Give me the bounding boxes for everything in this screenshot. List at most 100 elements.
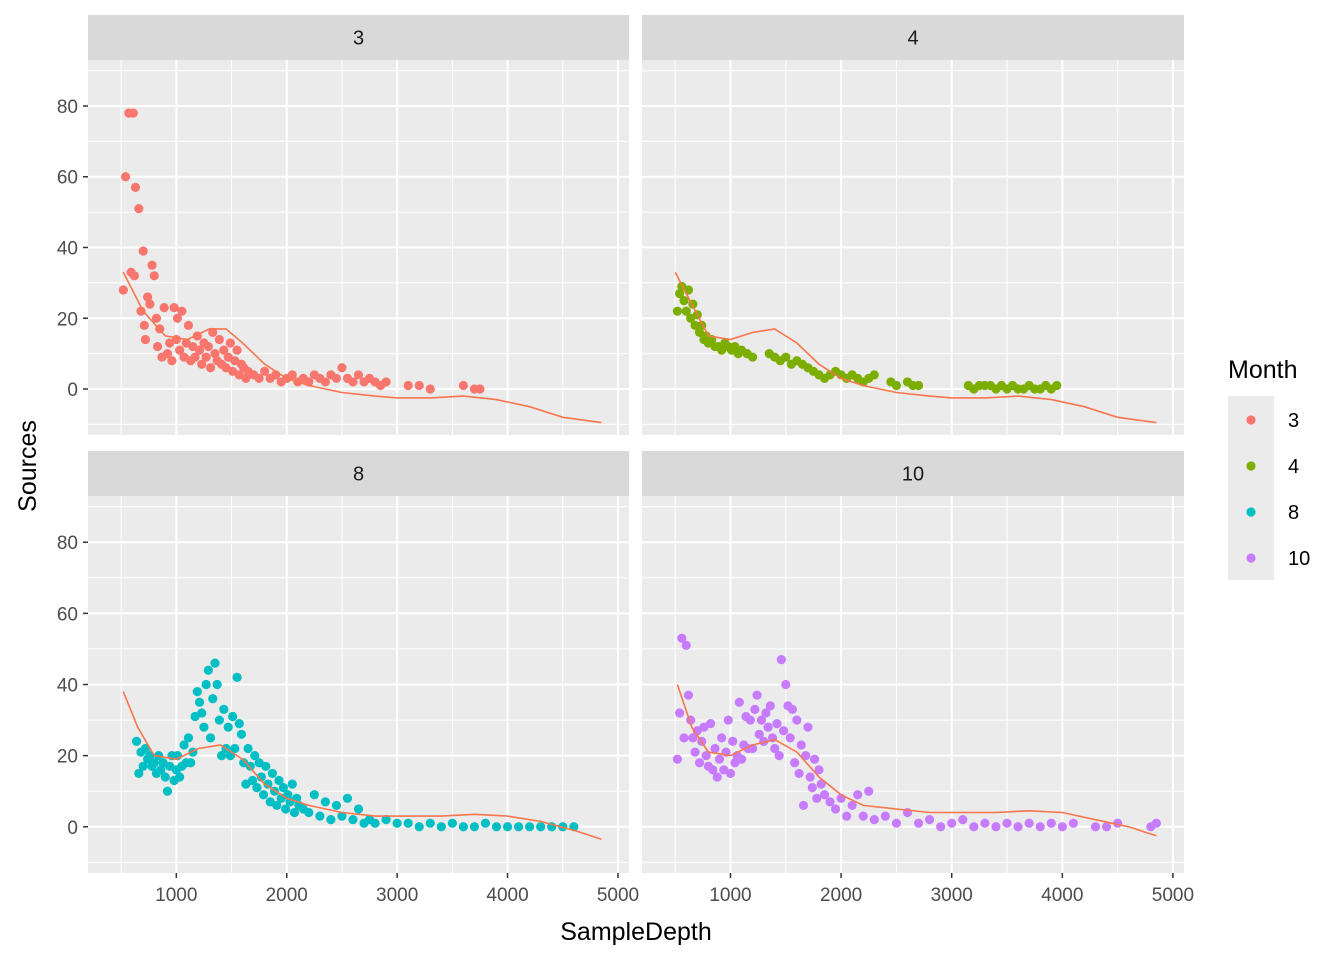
data-point xyxy=(128,108,138,118)
data-point xyxy=(241,373,251,383)
data-point xyxy=(869,815,879,825)
legend-title: Month xyxy=(1228,356,1297,384)
data-point xyxy=(924,815,935,825)
data-point xyxy=(725,768,736,779)
data-point xyxy=(134,768,144,779)
data-point xyxy=(261,761,271,771)
y-tick-label: 60 xyxy=(57,604,78,625)
data-point xyxy=(194,697,205,707)
data-point xyxy=(807,783,817,793)
data-point xyxy=(138,246,148,256)
data-point xyxy=(714,754,725,764)
data-point xyxy=(320,797,330,807)
x-tick-label: 4000 xyxy=(486,885,528,906)
data-point xyxy=(183,733,194,743)
legend-label-10: 10 xyxy=(1288,548,1310,570)
data-point xyxy=(183,320,194,330)
data-point xyxy=(199,722,209,732)
x-tick-label: 2000 xyxy=(266,885,308,906)
data-point xyxy=(214,715,224,725)
data-point xyxy=(781,352,791,362)
legend: Month 3 4 8 10 xyxy=(1228,356,1310,580)
data-point xyxy=(120,172,131,182)
panel-3: 3 xyxy=(88,15,629,435)
data-point xyxy=(140,334,151,345)
data-point xyxy=(162,349,173,359)
data-point xyxy=(774,751,784,761)
data-point xyxy=(281,804,291,814)
legend-label-8: 8 xyxy=(1288,502,1299,524)
data-point xyxy=(250,751,260,761)
x-tick-label: 1000 xyxy=(155,885,197,906)
data-point xyxy=(208,694,218,704)
legend-key-3 xyxy=(1246,415,1256,425)
data-point xyxy=(1002,818,1012,828)
data-point xyxy=(785,733,795,743)
data-point xyxy=(683,690,694,700)
data-point xyxy=(252,783,262,793)
smooth-line xyxy=(674,271,1157,424)
data-point xyxy=(392,818,402,828)
points-month-10 xyxy=(672,633,1161,832)
data-point xyxy=(403,818,413,828)
data-point xyxy=(690,320,700,330)
data-point xyxy=(913,818,924,828)
strip-background xyxy=(88,15,629,60)
data-point xyxy=(475,384,485,394)
data-point xyxy=(179,740,189,750)
data-point xyxy=(353,370,364,380)
data-point xyxy=(149,758,159,768)
data-point xyxy=(819,790,830,800)
data-point xyxy=(754,729,764,739)
data-point xyxy=(842,811,852,821)
data-point xyxy=(289,807,300,818)
data-point xyxy=(796,740,806,750)
data-point xyxy=(197,708,207,718)
data-point xyxy=(192,687,202,697)
data-point xyxy=(228,711,238,722)
data-point xyxy=(205,733,216,743)
legend-label-3: 3 xyxy=(1288,410,1299,432)
data-point xyxy=(263,779,273,789)
data-point xyxy=(272,800,282,811)
data-point xyxy=(679,295,689,306)
data-point xyxy=(247,775,258,786)
data-point xyxy=(787,704,798,714)
data-point xyxy=(672,306,682,316)
strip-label: 8 xyxy=(353,464,364,486)
data-point xyxy=(201,679,211,690)
data-point xyxy=(152,341,163,352)
data-point xyxy=(171,334,181,345)
data-point xyxy=(167,356,177,366)
data-point xyxy=(223,722,233,732)
x-tick-label: 1000 xyxy=(709,885,751,906)
data-point xyxy=(869,370,879,380)
data-point xyxy=(756,715,767,725)
data-point xyxy=(748,352,758,362)
data-point xyxy=(370,818,380,828)
data-point xyxy=(118,285,128,295)
strip-label: 3 xyxy=(353,28,364,50)
data-point xyxy=(480,818,491,828)
x-axis-label: SampleDepth xyxy=(560,918,711,946)
data-point xyxy=(129,271,139,281)
data-point xyxy=(190,352,200,362)
data-point xyxy=(864,786,874,796)
data-point xyxy=(708,765,718,775)
data-point xyxy=(145,299,155,309)
data-point xyxy=(675,708,685,718)
data-point xyxy=(880,811,890,821)
points-month-4 xyxy=(672,281,1062,394)
data-point xyxy=(348,377,358,387)
data-point xyxy=(491,822,502,832)
data-point xyxy=(243,743,253,754)
y-tick-label: 60 xyxy=(57,168,78,189)
data-point xyxy=(712,772,722,782)
data-point xyxy=(425,818,435,828)
data-point xyxy=(761,708,771,718)
data-point xyxy=(728,736,738,747)
data-point xyxy=(436,822,446,832)
data-point xyxy=(304,807,314,818)
data-point xyxy=(752,690,762,700)
